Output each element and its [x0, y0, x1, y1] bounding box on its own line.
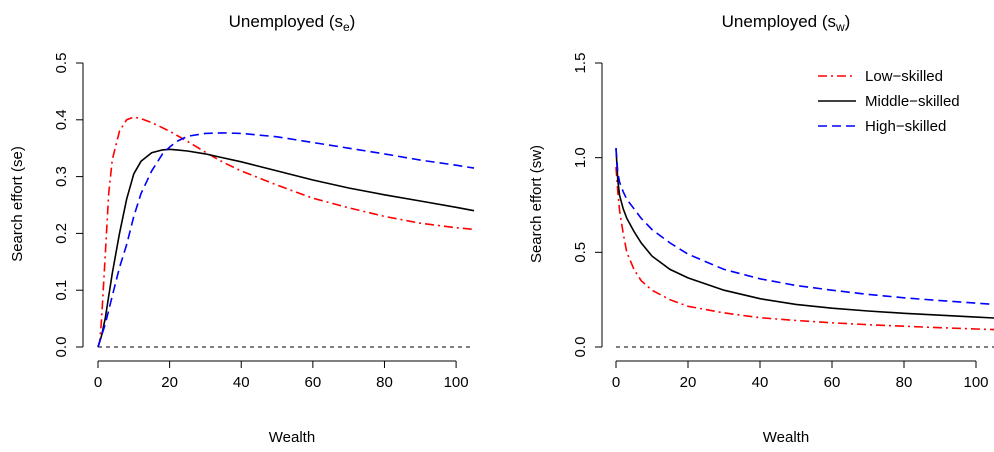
panel-2-series-2-line: [615, 148, 994, 319]
panel-1-x-tick-label: 60: [305, 374, 322, 391]
panel-2-y-axis-label: Search effort (sw): [528, 145, 545, 263]
panel-2-series-3-line: [615, 148, 994, 306]
panel-1-x-tick-label: 80: [376, 374, 393, 391]
panel-1-y-axis-label: Search effort (se): [9, 146, 26, 262]
panel-1-series-1-line: [97, 116, 475, 348]
panel-2-x-tick-label: 60: [824, 374, 841, 391]
panel-1-series-2-line: [97, 148, 475, 348]
panel-1-series-3-line: [97, 132, 475, 348]
panel-2-x-tick-label: 40: [752, 374, 769, 391]
panel-2-x-tick-label: 80: [896, 374, 913, 391]
panel-2-y-tick-label: 0.5: [572, 242, 589, 263]
panel-2-x-tick-label: 20: [680, 374, 697, 391]
panel-1-x-tick-label: 0: [94, 374, 102, 391]
panel-1-y-tick-label: 0.3: [53, 166, 70, 187]
panel-1-y-tick-label: 0.1: [53, 280, 70, 301]
panel-1-x-tick-label: 20: [161, 374, 178, 391]
panel-1-y-tick-label: 0.0: [53, 337, 70, 358]
panel-2-y-tick-label: 1.5: [572, 53, 589, 74]
legend: Low−skilled Middle−skilled High−skilled: [818, 68, 960, 135]
panel-2-y-tick-label: 1.0: [572, 147, 589, 168]
legend-label-2: Middle−skilled: [865, 93, 960, 110]
legend-label-3: High−skilled: [865, 118, 946, 135]
panel-1-y-tick-label: 0.5: [53, 53, 70, 74]
panel-2-y-tick-label: 0.0: [572, 337, 589, 358]
panel-2-x-tick-label: 0: [612, 374, 620, 391]
panel-1-x-tick-label: 40: [233, 374, 250, 391]
panel-2-x-axis-label: Wealth: [763, 429, 809, 446]
panel-1-y-tick-label: 0.2: [53, 223, 70, 244]
panel-2-title: Unemployed (sw): [722, 12, 851, 34]
panel-1-x-axis-label: Wealth: [269, 429, 315, 446]
panel-2-series-1-line: [615, 167, 994, 331]
panel-1-x-tick-label: 100: [444, 374, 469, 391]
panel-unemployed-sw: Unemployed (sw) Wealth Search effort (sw…: [528, 12, 994, 446]
panel-unemployed-se: Unemployed (se) Wealth Search effort (se…: [9, 12, 475, 446]
panel-1-title: Unemployed (se): [229, 12, 356, 34]
panel-1-y-tick-label: 0.4: [53, 109, 70, 130]
legend-label-1: Low−skilled: [865, 68, 943, 85]
panel-2-x-tick-label: 100: [963, 374, 988, 391]
